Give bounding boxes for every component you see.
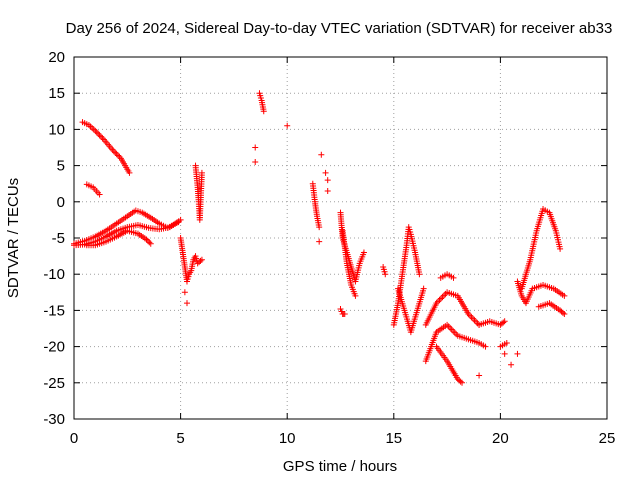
y-tick-label: 15 (48, 85, 65, 102)
data-point (110, 148, 117, 155)
data-point (109, 146, 116, 153)
data-point (501, 318, 508, 325)
data-point (284, 122, 291, 129)
data-point (341, 311, 348, 318)
data-point (95, 130, 102, 137)
data-point (116, 153, 123, 160)
data-point (318, 151, 325, 158)
data-point (482, 343, 489, 350)
data-point (557, 245, 564, 252)
data-point (93, 129, 100, 136)
data-point (457, 378, 464, 385)
data-point (177, 216, 184, 223)
data-point (508, 361, 515, 368)
x-tick-label: 5 (176, 430, 184, 447)
data-point (260, 108, 267, 115)
data-points (71, 90, 568, 386)
chart-title: Day 256 of 2024, Sidereal Day-to-day VTE… (66, 20, 613, 37)
data-point (198, 256, 205, 263)
data-point (146, 239, 153, 246)
data-point (198, 169, 205, 176)
y-tick-label: 10 (48, 121, 65, 138)
data-point (476, 372, 483, 379)
data-point (92, 127, 99, 134)
y-tick-label: -25 (43, 375, 65, 392)
data-point (322, 169, 329, 176)
axis-ticks (73, 56, 608, 420)
y-axis-label: SDTVAR / TECUs (5, 178, 22, 298)
data-point (96, 132, 103, 139)
x-tick-label: 0 (70, 430, 78, 447)
data-point (252, 158, 259, 165)
data-point (561, 292, 568, 299)
grid-lines (74, 57, 607, 419)
y-tick-label: 20 (48, 49, 65, 66)
data-point (503, 339, 510, 346)
data-point (96, 191, 103, 198)
data-point (500, 319, 507, 326)
data-point (352, 292, 359, 299)
data-point (316, 238, 323, 245)
y-tick-label: -15 (43, 302, 65, 319)
data-point (183, 300, 190, 307)
data-point (113, 151, 120, 158)
y-tick-label: -20 (43, 339, 65, 356)
x-tick-label: 25 (599, 430, 616, 447)
y-tick-label: 0 (57, 194, 65, 211)
x-tick-label: 20 (492, 430, 509, 447)
data-point (420, 285, 427, 292)
data-point (252, 144, 259, 151)
data-point (115, 152, 122, 159)
x-axis-label: GPS time / hours (283, 458, 397, 475)
data-point (316, 224, 323, 231)
y-tick-label: 5 (57, 158, 65, 175)
data-point (501, 350, 508, 357)
data-point (561, 311, 568, 318)
x-tick-label: 15 (385, 430, 402, 447)
data-point (360, 249, 367, 256)
data-point (514, 350, 521, 357)
data-point (197, 257, 204, 264)
data-point (181, 289, 188, 296)
data-point (324, 187, 331, 194)
data-point (98, 133, 105, 140)
data-point (559, 309, 566, 316)
x-tick-labels: 0 5 10 15 20 25 (70, 430, 616, 447)
data-point (337, 305, 344, 312)
x-tick-label: 10 (279, 430, 296, 447)
data-point (143, 236, 150, 243)
data-point (450, 274, 457, 281)
y-tick-label: -10 (43, 266, 65, 283)
data-point (416, 271, 423, 278)
y-tick-label: -30 (43, 411, 65, 428)
data-point (112, 149, 119, 156)
y-tick-label: -5 (52, 230, 65, 247)
data-point (144, 237, 151, 244)
data-point (126, 169, 133, 176)
data-point (382, 271, 389, 278)
data-point (147, 240, 154, 247)
y-tick-labels: -30 -25 -20 -15 -10 -5 0 5 10 15 20 (43, 49, 65, 428)
data-point (459, 379, 466, 386)
data-point (99, 135, 106, 142)
data-point (324, 177, 331, 184)
